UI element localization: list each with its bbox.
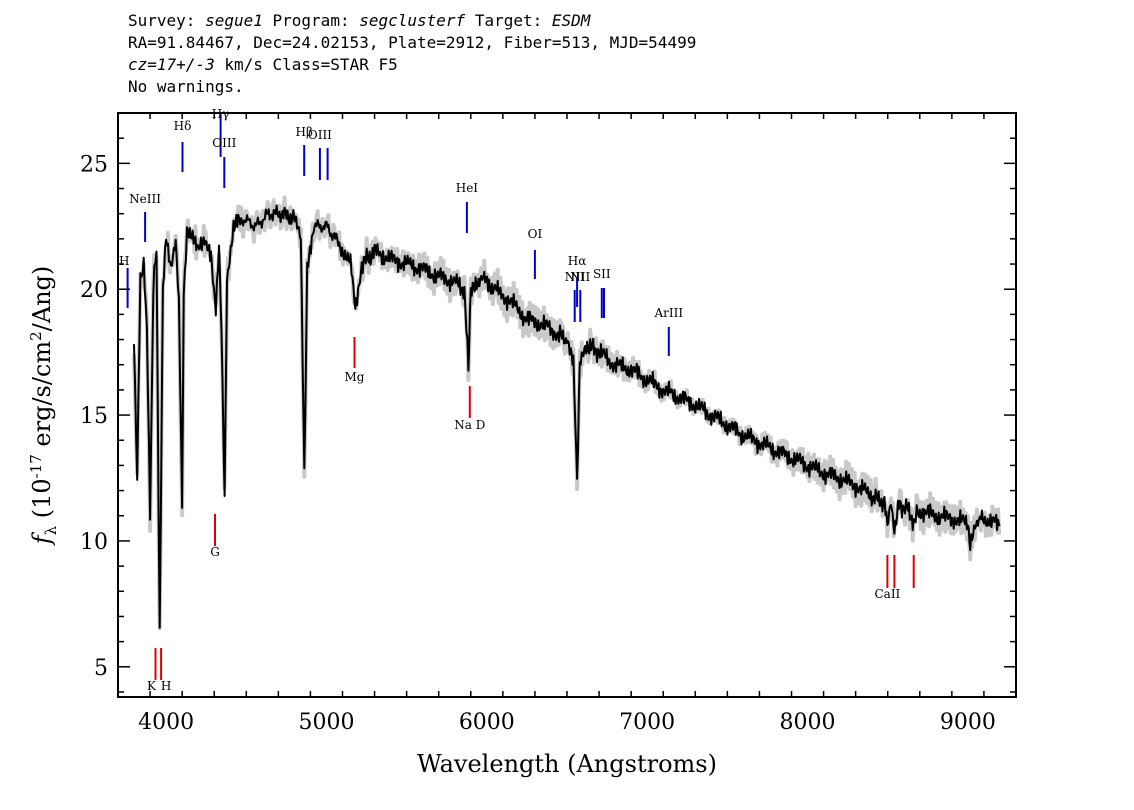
y-tick-label: 20 (80, 278, 108, 303)
header-line-1: Survey: segue1 Program: segclusterf Targ… (128, 11, 590, 31)
spectral-line-label-9: OI (528, 227, 543, 241)
spectral-line-label-16: K (147, 679, 157, 693)
spectral-line-label-5: Hβ (295, 125, 312, 139)
spectral-line-label-2: Hδ (174, 119, 192, 133)
spectrum-line-0 (133, 204, 1001, 629)
spectral-line-label-19: Mg (345, 370, 365, 384)
spectral-line-label-8: HeI (456, 181, 479, 195)
error-band-0 (132, 195, 1001, 631)
ticks-layer: 4000 5000 6000 7000 8000 9000 5 10 15 20 25 (80, 112, 1017, 735)
y-tick-label: 25 (80, 152, 108, 177)
x-tick-label: 8000 (780, 710, 836, 735)
series-layer (132, 195, 1001, 631)
target-value: ESDM (551, 11, 591, 30)
target-label: Target: (474, 11, 543, 30)
spectral-line-label-20: Na D (454, 418, 485, 432)
spectral-line-label-12: NII (570, 270, 590, 284)
spectral-line-label-13: SII (593, 267, 611, 281)
x-tick-label: 9000 (940, 710, 996, 735)
x-axis-label: Wavelength (Angstroms) (417, 750, 717, 778)
spectral-line-label-15: ArIII (653, 306, 683, 320)
cz-value: cz=17+/-3 (128, 55, 215, 74)
x-tick-label: 5000 (298, 710, 354, 735)
plot-frame (117, 112, 1017, 698)
warnings-text: No warnings. (128, 77, 244, 96)
y-tick-label: 10 (80, 530, 108, 555)
spectral-line-label-4: OIII (212, 136, 236, 150)
spectral-line-label-21: CaII (874, 587, 900, 601)
y-tick-label: 15 (80, 404, 108, 429)
spectral-line-label-17: H (161, 679, 171, 693)
x-tick-label: 6000 (459, 710, 515, 735)
class-text: km/s Class=STAR F5 (214, 55, 398, 74)
survey-value: segue1 (205, 11, 263, 30)
x-tick-label: 4000 (138, 710, 194, 735)
x-tick-label: 7000 (619, 710, 675, 735)
program-value: segclusterf (359, 11, 466, 30)
header-line-2: RA=91.84467, Dec=24.02153, Plate=2912, F… (128, 33, 697, 52)
spectral-line-label-6: OIII (308, 128, 332, 142)
spectral-line-label-0: H (119, 254, 129, 268)
spectral-line-label-1: NeIII (129, 192, 161, 206)
spectral-line-label-18: G (210, 545, 220, 559)
y-tick-label: 5 (94, 656, 108, 681)
spectral-line-label-11: Hα (568, 254, 587, 268)
program-label: Program: (272, 11, 350, 30)
spectral-line-label-10: NII (565, 270, 585, 284)
header-line-3: cz=17+/-3 km/s Class=STAR F5 (128, 55, 398, 75)
y-axis-label: fλ (10-17 erg/s/cm2/Ang) (27, 266, 60, 547)
survey-label: Survey: (128, 11, 196, 30)
